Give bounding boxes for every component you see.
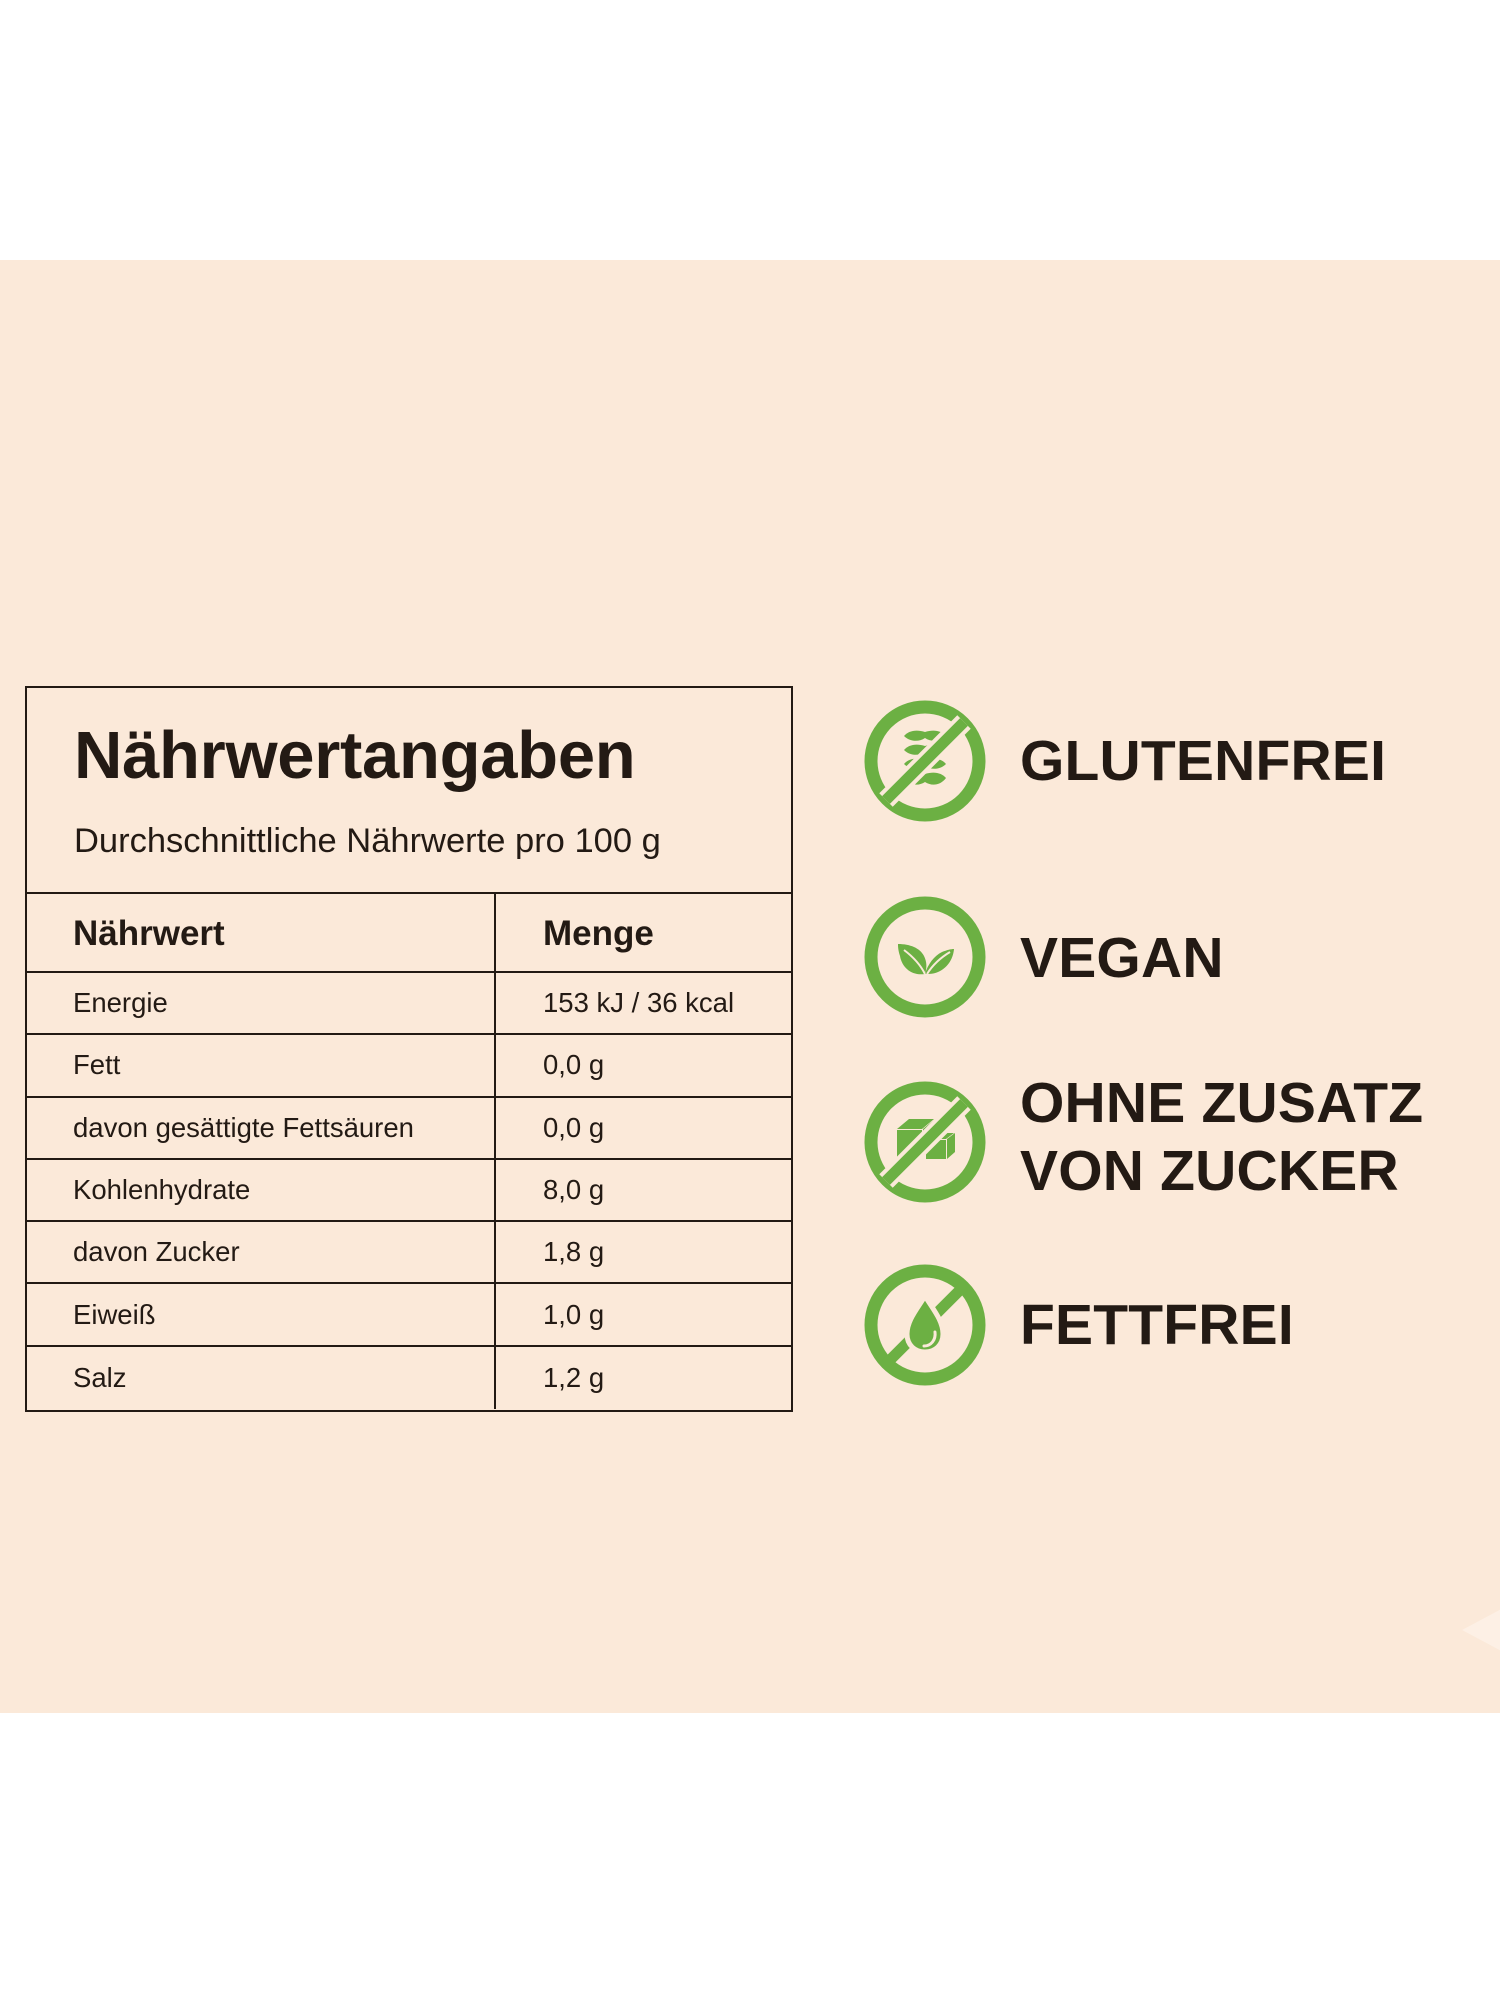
column-header-nutrient: Nährwert — [27, 894, 496, 971]
nutrition-grid: Nährwert Menge Energie 153 kJ / 36 kcal … — [27, 894, 791, 1410]
claim-label-line-1: OHNE ZUSATZ — [1020, 1071, 1424, 1135]
claim-vegan: VEGAN — [862, 894, 1492, 1020]
claim-label: VEGAN — [1020, 926, 1224, 990]
no-sugar-cubes-icon — [862, 1079, 988, 1205]
leaves-icon — [862, 894, 988, 1020]
table-row: Eiweiß 1,0 g — [27, 1284, 791, 1347]
claim-label: FETTFREI — [1020, 1293, 1294, 1357]
table-row: Salz 1,2 g — [27, 1346, 791, 1410]
no-drop-icon — [862, 1262, 988, 1388]
nutrient-name: davon gesättigte Fettsäuren — [27, 1097, 496, 1158]
nutrition-title: Nährwertangaben — [74, 718, 636, 793]
nutrient-value: 1,0 g — [543, 1298, 605, 1330]
nutrient-value: 8,0 g — [543, 1174, 605, 1206]
claim-gluten-free: GLUTENFREI — [862, 698, 1492, 824]
product-info-panel — [0, 260, 1500, 1713]
claim-fat-free: FETTFREI — [862, 1262, 1492, 1388]
nutrient-name: davon Zucker — [27, 1222, 496, 1283]
table-row: Kohlenhydrate 8,0 g — [27, 1159, 791, 1223]
table-row: davon Zucker 1,8 g — [27, 1222, 791, 1285]
table-row: Energie 153 kJ / 36 kcal — [27, 973, 791, 1036]
nutrient-name: Kohlenhydrate — [27, 1159, 496, 1221]
no-wheat-icon — [862, 698, 988, 824]
nutrient-name: Fett — [27, 1035, 496, 1096]
claim-label: GLUTENFREI — [1020, 729, 1387, 793]
nutrient-value: 1,2 g — [543, 1361, 605, 1393]
nutrient-value: 0,0 g — [543, 1111, 605, 1143]
table-row: Fett 0,0 g — [27, 1035, 791, 1098]
nutrition-subtitle: Durchschnittliche Nährwerte pro 100 g — [74, 822, 661, 860]
table-row: davon gesättigte Fettsäuren 0,0 g — [27, 1097, 791, 1160]
nutrition-table: Nährwertangaben Durchschnittliche Nährwe… — [25, 686, 793, 1412]
nutrient-value: 0,0 g — [543, 1049, 605, 1081]
column-header-row: Nährwert Menge — [27, 894, 791, 973]
claim-label-line-2: VON ZUCKER — [1020, 1139, 1399, 1203]
nutrient-value: 1,8 g — [543, 1236, 605, 1268]
nutrient-name: Salz — [27, 1346, 496, 1410]
claim-label: OHNE ZUSATZ VON ZUCKER — [1020, 1069, 1423, 1205]
nutrient-name: Energie — [27, 973, 496, 1034]
column-header-amount: Menge — [543, 913, 654, 953]
nutrient-name: Eiweiß — [27, 1284, 496, 1345]
nutrition-table-header: Nährwertangaben Durchschnittliche Nährwe… — [27, 688, 791, 894]
claim-no-added-sugar: OHNE ZUSATZ VON ZUCKER — [862, 1071, 1492, 1205]
nutrient-value: 153 kJ / 36 kcal — [543, 987, 735, 1019]
